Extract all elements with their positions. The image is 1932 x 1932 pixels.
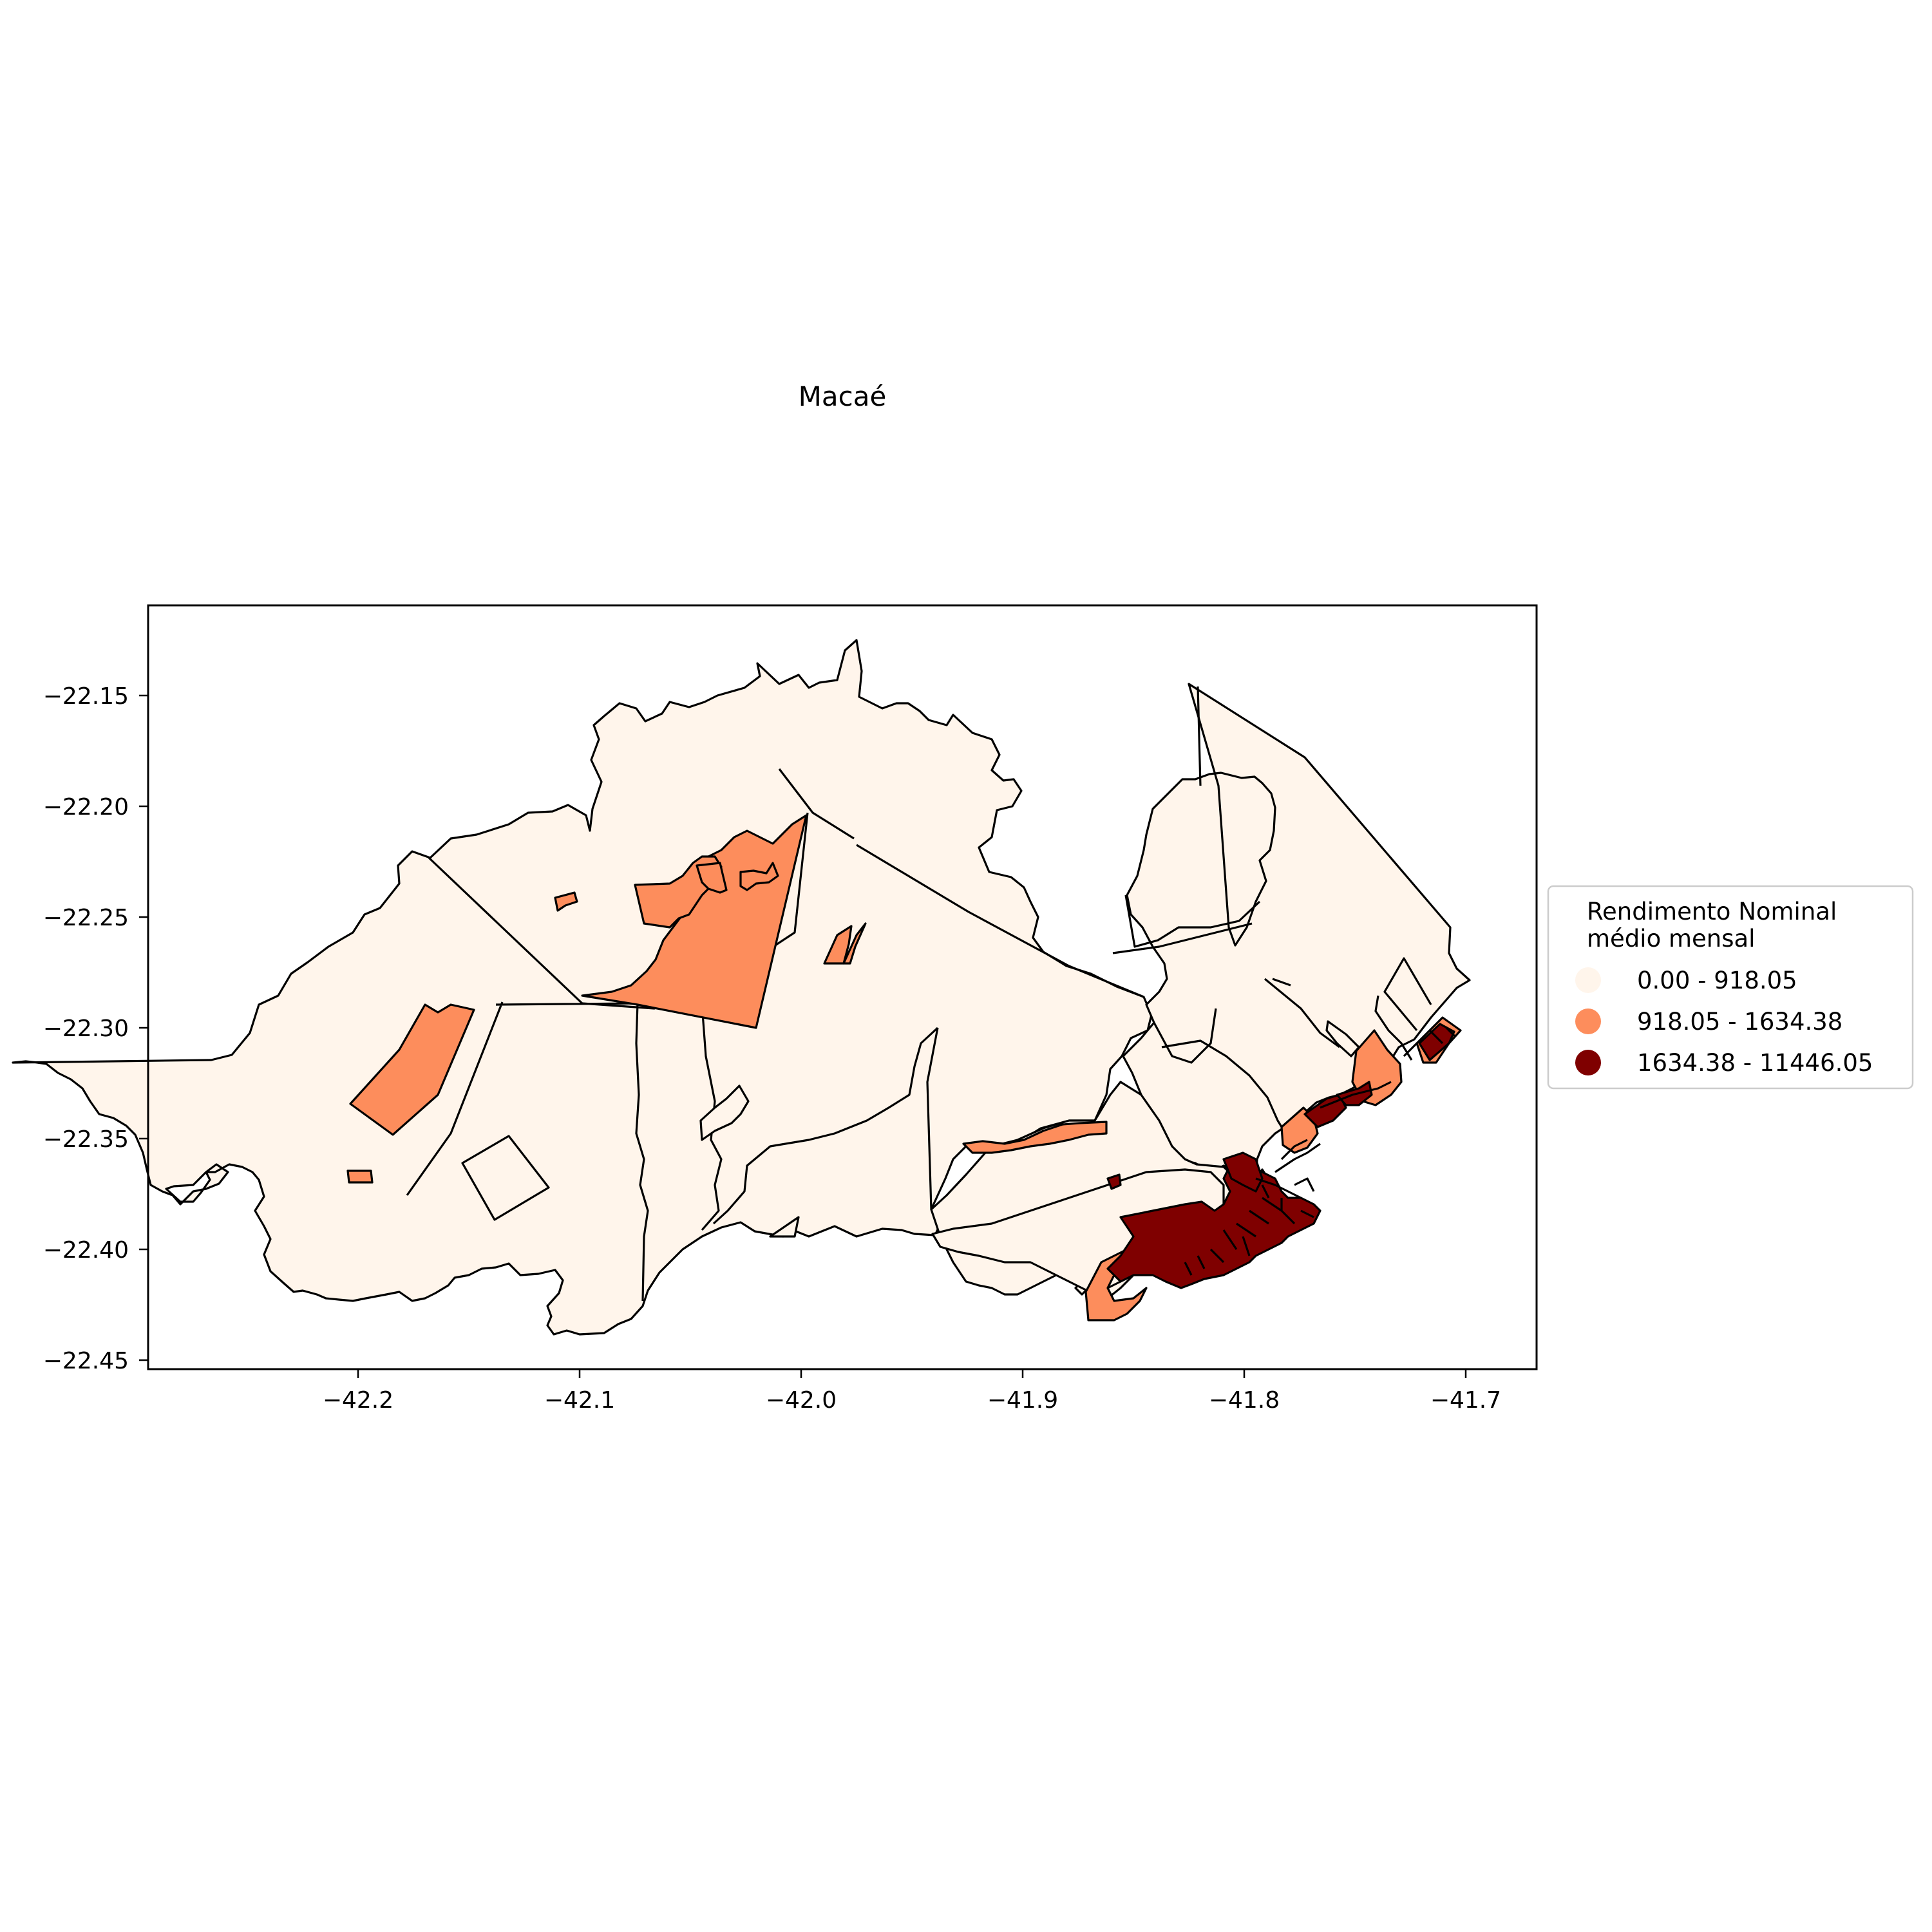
region-mid-small-b: [739, 862, 779, 891]
legend: Rendimento Nominal médio mensal 0.00 - 9…: [1547, 885, 1914, 1090]
y-tick-label: −22.15: [43, 683, 129, 710]
legend-swatch: [1575, 1050, 1601, 1075]
region-mid-central: [581, 814, 808, 1029]
region-mid-west: [349, 1003, 475, 1136]
region-northeast: [1122, 683, 1471, 1186]
x-tick-label: −42.1: [544, 1387, 615, 1414]
region-high-east-a: [1303, 1094, 1347, 1128]
region-mid-strip-a: [823, 925, 853, 965]
region-high-city-north: [1222, 1151, 1264, 1193]
legend-box: [1547, 885, 1914, 1090]
legend-title: médio mensal: [1587, 925, 1755, 952]
y-tick-label: −22.20: [43, 794, 129, 820]
region-high-small: [1106, 1173, 1122, 1190]
region-box-diamond: [461, 1135, 550, 1221]
region-high-east-c: [1418, 1023, 1455, 1061]
legend-label: 918.05 - 1634.38: [1637, 1008, 1842, 1036]
x-tick-label: −42.2: [323, 1387, 393, 1414]
y-tick-label: −22.25: [43, 905, 129, 931]
legend-swatch: [1575, 967, 1601, 993]
legend-label: 0.00 - 918.05: [1637, 967, 1797, 994]
y-tick-label: −22.40: [43, 1237, 129, 1264]
region-mid-strip-b: [842, 922, 867, 965]
region-mid-south: [962, 1121, 1108, 1154]
x-axis: −42.2 −42.1 −42.0 −41.9 −41.8 −41.7: [323, 1369, 1501, 1414]
boundary-lines: [406, 686, 1432, 1302]
region-dense-city-lines: [1184, 1025, 1457, 1276]
y-tick-label: −22.45: [43, 1348, 129, 1374]
x-tick-label: −41.8: [1209, 1387, 1280, 1414]
region-box-thin: [769, 1216, 800, 1238]
region-high-city: [1106, 1158, 1321, 1289]
x-tick-label: −41.7: [1430, 1387, 1501, 1414]
axes-frame: [147, 604, 1538, 1370]
region-mid-small-a: [696, 862, 728, 894]
x-tick-label: −42.0: [766, 1387, 837, 1414]
region-mid-west-small: [346, 1170, 374, 1184]
legend-label: 1634.38 - 11446.05: [1637, 1049, 1873, 1077]
region-box-north-center: [699, 1084, 750, 1141]
legend-title: Rendimento Nominal: [1587, 898, 1837, 925]
y-tick-label: −22.35: [43, 1126, 129, 1153]
y-axis: −22.15 −22.20 −22.25 −22.30 −22.35 −22.4…: [43, 683, 148, 1374]
legend-swatch: [1575, 1009, 1601, 1034]
map-regions: [12, 639, 1471, 1336]
region-mid-small-c: [554, 891, 578, 912]
map-title: Macaé: [799, 381, 887, 412]
x-tick-label: −41.9: [987, 1387, 1058, 1414]
y-tick-label: −22.30: [43, 1016, 129, 1042]
